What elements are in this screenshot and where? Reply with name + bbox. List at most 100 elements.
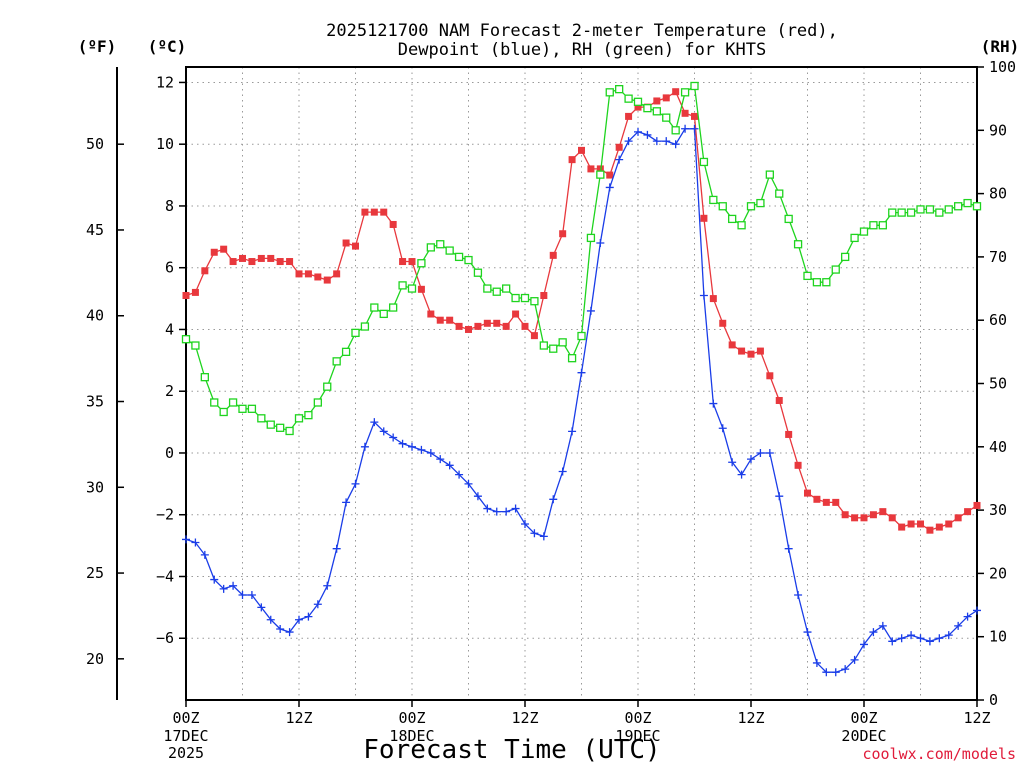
data-point-temperature xyxy=(191,288,199,296)
data-point-dewpoint xyxy=(304,612,313,621)
data-point-temperature xyxy=(540,291,548,299)
data-point-rh xyxy=(906,208,916,217)
celsius-tick-label: 12 xyxy=(156,73,174,91)
celsius-tick-label: 0 xyxy=(165,444,174,462)
data-point-rh xyxy=(511,293,520,303)
data-point-rh xyxy=(181,335,191,344)
x-tick-sublabel: 2025 xyxy=(168,744,204,762)
data-point-dewpoint xyxy=(191,538,200,547)
data-point-temperature xyxy=(276,258,284,266)
data-point-rh xyxy=(200,373,209,382)
data-point-temperature xyxy=(446,316,454,324)
unit-label-fahrenheit: (ºF) xyxy=(78,37,117,56)
data-point-temperature xyxy=(389,220,397,228)
data-point-temperature xyxy=(691,112,698,120)
data-point-dewpoint xyxy=(709,399,718,408)
rh-tick-label: 30 xyxy=(989,501,1007,519)
data-point-rh xyxy=(925,205,935,214)
data-point-rh xyxy=(219,407,228,417)
data-point-dewpoint xyxy=(747,455,755,464)
data-point-temperature xyxy=(408,258,416,266)
data-point-dewpoint xyxy=(408,442,416,451)
credit-link[interactable]: coolwx.com/models xyxy=(862,745,1016,763)
tick-labels: −6−4−20246810122025303540455001020304050… xyxy=(86,58,1016,762)
rh-tick-label: 20 xyxy=(989,564,1007,582)
data-point-temperature xyxy=(201,267,209,275)
data-point-temperature xyxy=(879,508,887,516)
data-point-temperature xyxy=(483,319,491,327)
data-point-rh xyxy=(360,322,370,331)
data-point-rh xyxy=(869,221,878,230)
data-point-dewpoint xyxy=(229,581,238,590)
data-point-temperature xyxy=(370,208,378,216)
data-point-temperature xyxy=(512,310,520,318)
data-point-rh xyxy=(850,233,859,243)
data-point-rh xyxy=(407,284,417,293)
data-point-dewpoint xyxy=(182,535,190,544)
data-point-dewpoint xyxy=(511,504,520,513)
data-point-rh xyxy=(831,265,840,274)
data-point-temperature xyxy=(719,319,727,327)
data-point-temperature xyxy=(804,489,811,497)
x-tick-label: 00Z xyxy=(624,709,651,727)
data-point-dewpoint xyxy=(681,124,690,133)
data-point-temperature xyxy=(286,258,294,266)
data-point-rh xyxy=(454,252,464,262)
data-point-temperature xyxy=(455,322,463,330)
data-point-rh xyxy=(445,246,454,255)
data-point-temperature xyxy=(342,239,350,247)
data-point-temperature xyxy=(465,325,472,333)
data-point-dewpoint xyxy=(276,624,285,633)
data-point-temperature xyxy=(417,285,425,293)
data-point-temperature xyxy=(869,511,877,519)
data-point-rh xyxy=(323,382,332,391)
chart-title-line2: Dewpoint (blue), RH (green) for KHTS xyxy=(398,40,766,60)
data-point-dewpoint xyxy=(417,445,426,454)
data-point-rh xyxy=(878,221,887,230)
rh-tick-label: 100 xyxy=(989,58,1016,76)
data-point-temperature xyxy=(474,322,482,330)
data-point-temperature xyxy=(860,514,868,522)
data-point-temperature xyxy=(634,103,642,111)
fahrenheit-tick-label: 20 xyxy=(86,650,104,668)
celsius-tick-label: 8 xyxy=(165,197,174,215)
data-point-temperature xyxy=(182,291,190,299)
data-point-rh xyxy=(728,214,737,224)
data-point-temperature xyxy=(304,270,312,278)
data-point-rh xyxy=(586,233,596,243)
data-point-temperature xyxy=(945,520,953,528)
x-tick-label: 00Z xyxy=(172,709,199,727)
data-point-dewpoint xyxy=(775,492,784,501)
unit-label-rh: (RH) xyxy=(981,37,1020,56)
data-point-dewpoint xyxy=(803,628,812,637)
data-point-temperature xyxy=(559,230,567,238)
x-axis-label: Forecast Time (UTC) xyxy=(363,735,660,765)
data-point-dewpoint xyxy=(888,637,897,646)
data-point-rh xyxy=(473,268,483,277)
data-point-dewpoint xyxy=(266,615,275,624)
data-point-temperature xyxy=(738,347,746,355)
unit-label-celsius: (ºC) xyxy=(148,37,187,56)
data-point-temperature xyxy=(681,109,689,117)
data-point-rh xyxy=(662,113,671,122)
data-point-rh xyxy=(841,252,850,262)
series-dewpoint xyxy=(182,124,981,677)
data-point-temperature xyxy=(794,461,802,469)
data-point-temperature xyxy=(832,498,840,506)
data-point-temperature xyxy=(210,248,218,256)
data-point-dewpoint xyxy=(841,665,850,674)
data-point-rh xyxy=(539,341,548,350)
data-point-rh xyxy=(379,309,388,319)
x-tick-sublabel: 17DEC xyxy=(163,727,208,745)
data-point-rh xyxy=(935,208,944,217)
data-point-dewpoint xyxy=(473,492,482,501)
data-point-dewpoint xyxy=(860,640,868,649)
data-point-rh xyxy=(916,205,925,214)
data-point-temperature xyxy=(568,156,576,164)
data-point-dewpoint xyxy=(558,467,567,476)
data-point-dewpoint xyxy=(586,306,595,315)
data-point-rh xyxy=(577,331,586,341)
data-point-rh xyxy=(605,88,614,97)
data-point-rh xyxy=(615,85,624,94)
data-point-rh xyxy=(530,297,539,306)
